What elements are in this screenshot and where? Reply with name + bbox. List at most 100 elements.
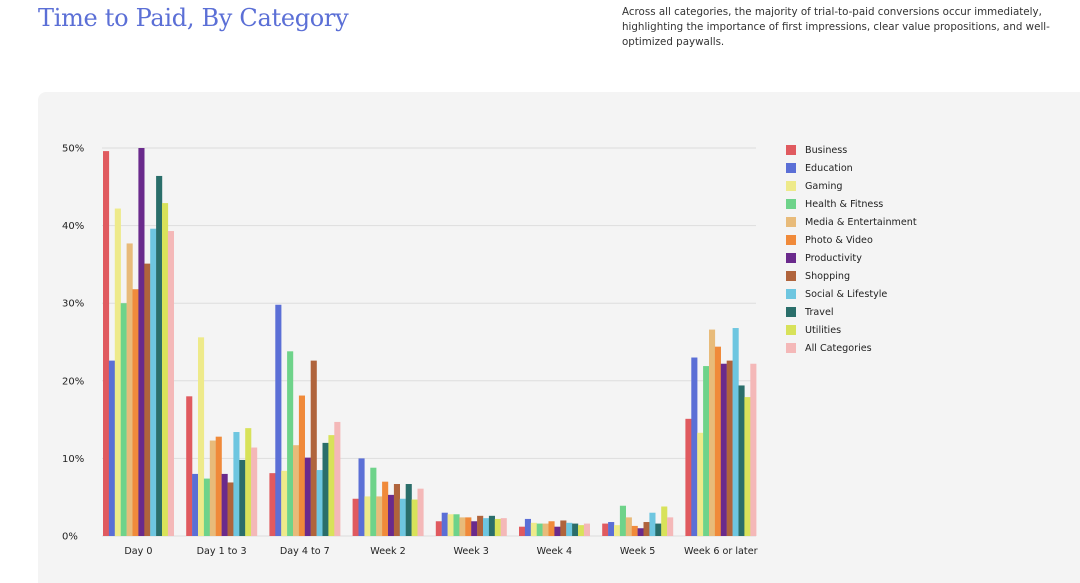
bar — [726, 360, 733, 536]
bar — [411, 499, 418, 536]
bar — [132, 289, 139, 536]
bar — [328, 435, 335, 536]
y-tick-label: 10% — [62, 454, 84, 465]
legend-item: Health & Fitness — [786, 195, 917, 213]
legend-swatch — [786, 343, 796, 353]
legend-item: Shopping — [786, 267, 917, 285]
bar — [483, 518, 490, 536]
bar — [192, 473, 199, 536]
bar — [138, 148, 145, 536]
bar — [322, 442, 329, 536]
legend-label: Productivity — [805, 252, 862, 264]
bar — [114, 208, 121, 536]
legend-swatch — [786, 289, 796, 299]
bar — [382, 481, 389, 536]
bar — [334, 421, 341, 536]
bar — [376, 496, 383, 536]
x-tick-label: Week 2 — [370, 546, 405, 557]
bar — [566, 522, 573, 536]
bar — [655, 523, 662, 536]
legend-swatch — [786, 307, 796, 317]
bar — [548, 521, 555, 536]
bar — [364, 496, 371, 536]
bar — [198, 337, 205, 536]
bar — [637, 528, 644, 536]
legend-swatch — [786, 145, 796, 155]
bar — [709, 329, 716, 536]
bar — [316, 470, 323, 536]
bar — [703, 366, 710, 536]
bar — [352, 498, 359, 536]
x-tick-label: Week 4 — [537, 546, 572, 557]
bar — [215, 436, 222, 536]
legend-item: Gaming — [786, 177, 917, 195]
legend-swatch — [786, 217, 796, 227]
legend-label: Shopping — [805, 270, 851, 282]
bar — [120, 303, 127, 536]
legend-swatch — [786, 163, 796, 173]
legend-swatch — [786, 271, 796, 281]
y-axis-ticks: 0% 10% 20% 30% 40% 50% — [62, 144, 84, 543]
y-tick-label: 40% — [62, 221, 84, 232]
bar — [560, 520, 567, 536]
legend-swatch — [786, 181, 796, 191]
legend-item: Social & Lifestyle — [786, 285, 917, 303]
y-tick-label: 20% — [62, 376, 84, 387]
bar — [186, 396, 193, 536]
bar — [233, 432, 240, 536]
bar — [227, 482, 234, 536]
legend-label: Travel — [805, 306, 834, 318]
bar — [453, 514, 460, 536]
legend-label: Photo & Video — [805, 234, 873, 246]
bar — [293, 445, 300, 536]
bar — [281, 470, 288, 536]
bar — [625, 517, 632, 536]
chart-panel: 0% 10% 20% 30% 40% 50% Day 0 Day 1 to 3 Day 4 t… — [38, 92, 1080, 583]
legend-item: Education — [786, 159, 917, 177]
bar — [572, 523, 579, 536]
legend-label: Social & Lifestyle — [805, 288, 888, 300]
legend-label: Media & Entertainment — [805, 216, 917, 228]
bar — [269, 473, 276, 536]
bar — [435, 521, 442, 536]
chart-legend: Business Education Gaming Health & Fitness M… — [786, 141, 917, 357]
bar — [643, 522, 650, 536]
legend-item: Travel — [786, 303, 917, 321]
bars — [103, 148, 757, 536]
bar — [459, 517, 466, 536]
bar — [103, 151, 110, 536]
bar — [310, 360, 317, 536]
bar — [614, 525, 621, 536]
bar — [245, 428, 252, 536]
legend-label: All Categories — [805, 342, 872, 354]
bar — [405, 484, 412, 536]
bar — [578, 525, 585, 536]
legend-swatch — [786, 235, 796, 245]
bar — [542, 523, 549, 536]
bar — [275, 304, 282, 536]
bar — [441, 512, 448, 536]
bar — [524, 518, 531, 536]
legend-item: Business — [786, 141, 917, 159]
bar — [465, 517, 472, 536]
bar — [108, 360, 115, 536]
bar — [239, 459, 246, 536]
bar — [156, 175, 163, 536]
y-tick-label: 30% — [62, 299, 84, 310]
legend-item: Productivity — [786, 249, 917, 267]
bar — [554, 526, 561, 536]
bar — [720, 363, 727, 536]
bar — [685, 418, 692, 536]
bar — [471, 521, 478, 536]
bar — [519, 526, 526, 536]
x-axis-ticks: Day 0 Day 1 to 3 Day 4 to 7 Week 2 Week 3 Wee… — [124, 546, 757, 557]
bar — [744, 397, 751, 536]
bar — [530, 522, 537, 536]
bar — [608, 522, 615, 536]
bar — [203, 478, 210, 536]
bar — [750, 363, 757, 536]
bar — [667, 517, 674, 536]
bar — [393, 484, 400, 536]
x-tick-label: Week 5 — [620, 546, 655, 557]
bar — [358, 458, 365, 536]
